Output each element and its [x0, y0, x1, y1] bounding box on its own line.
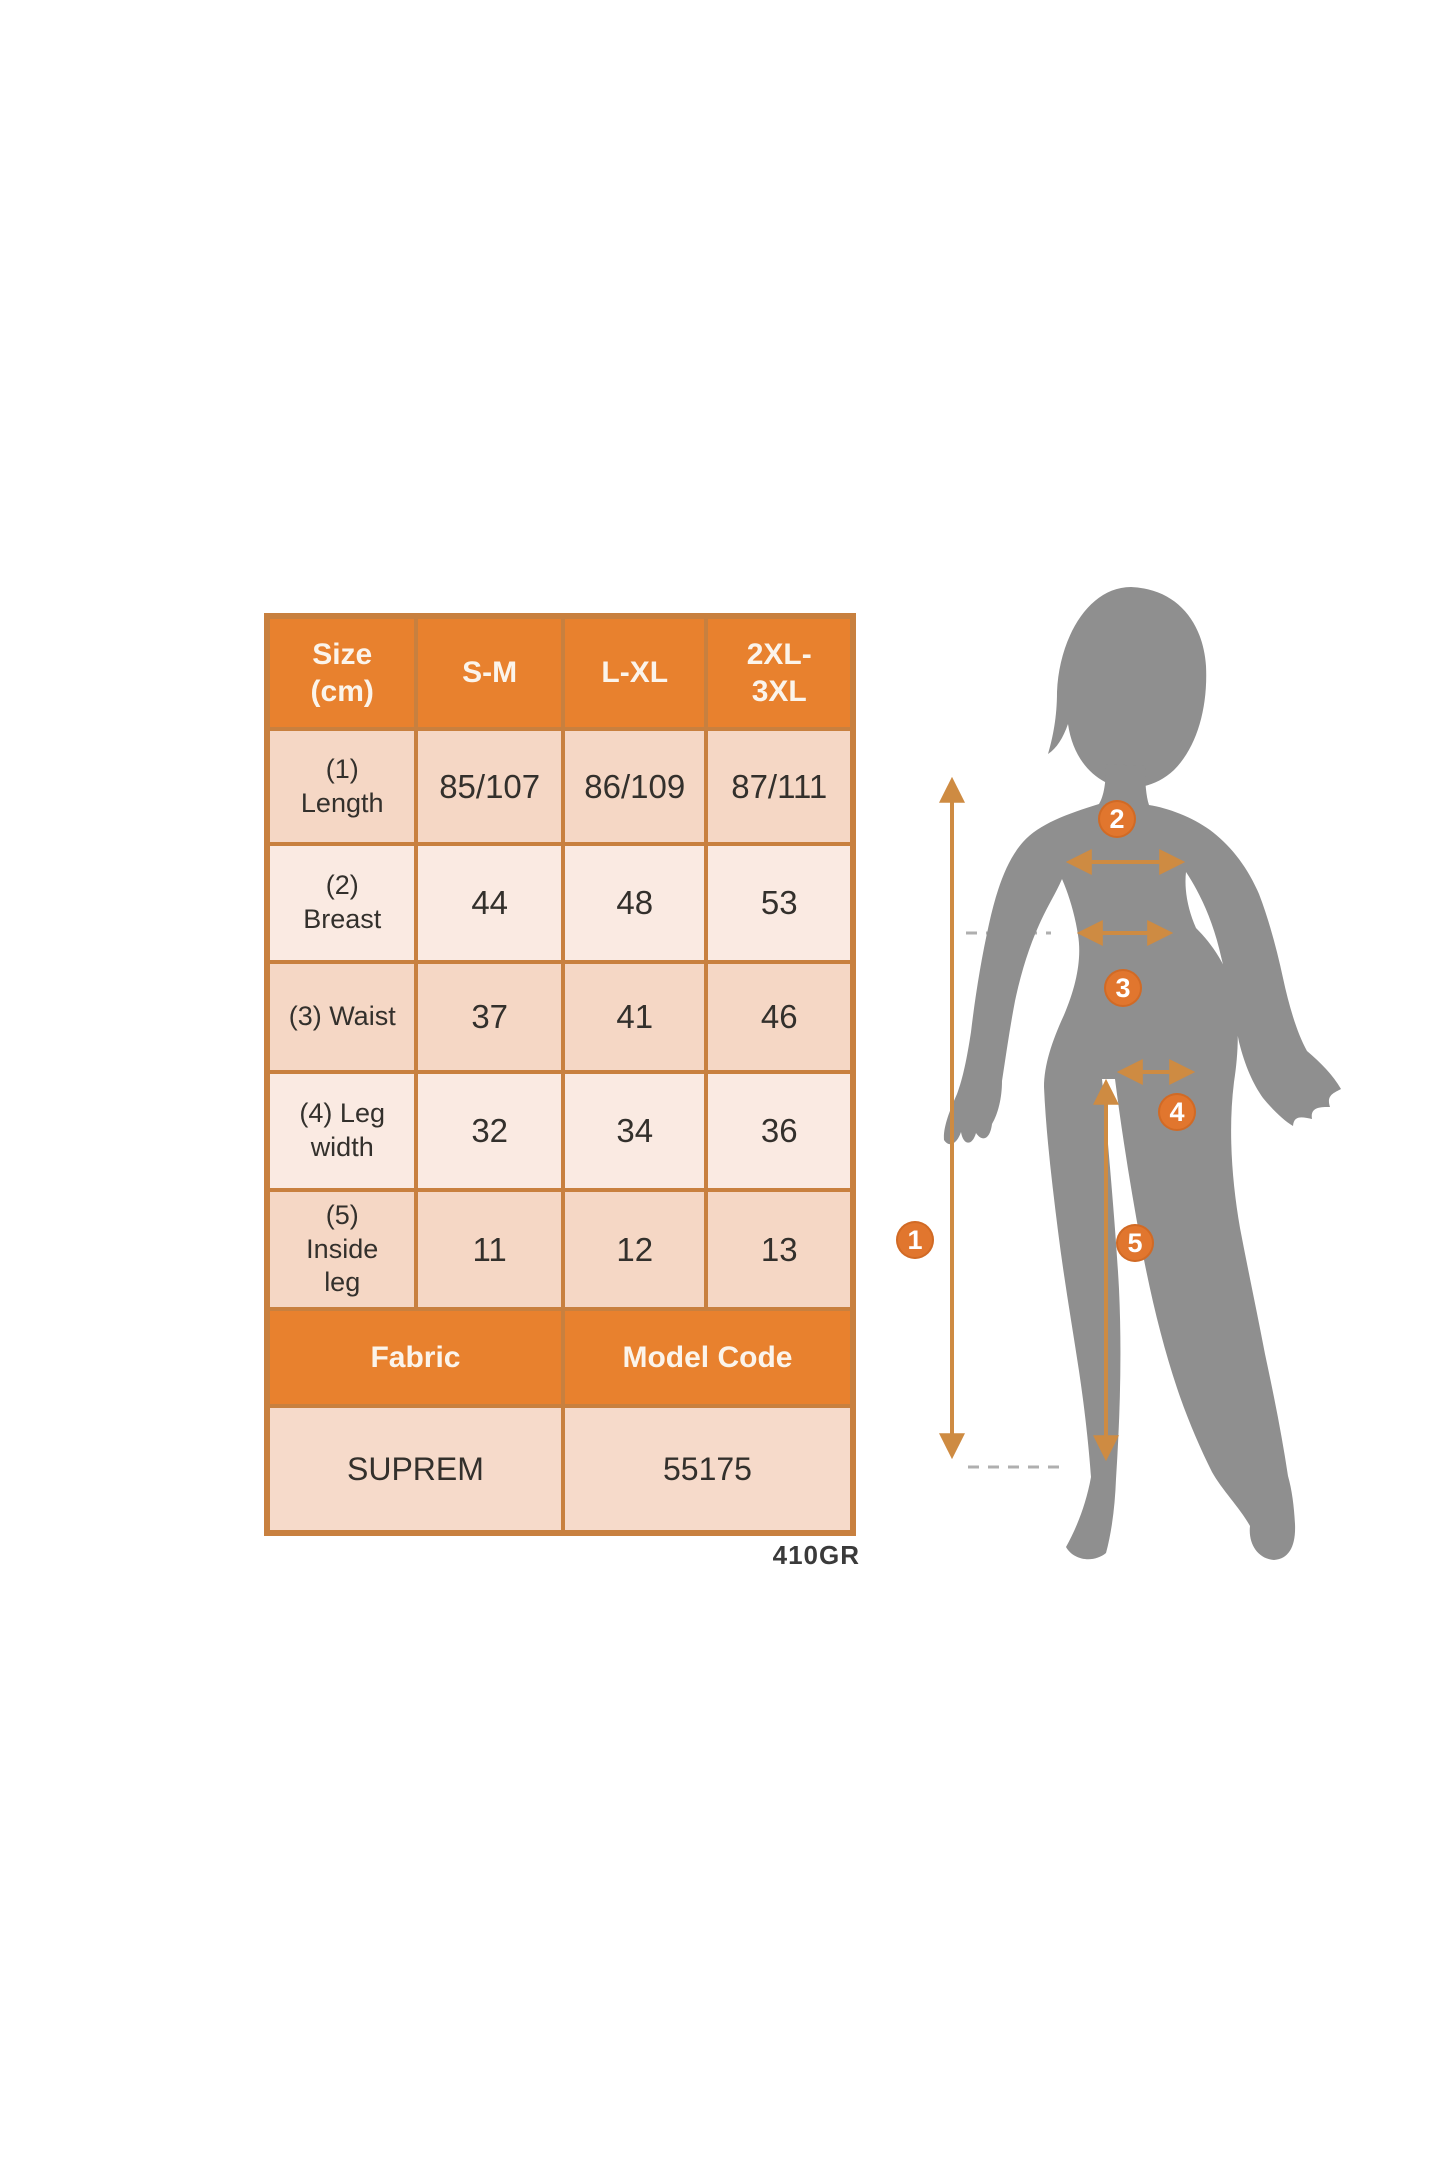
column-header-sm: S-M [414, 614, 565, 731]
badge-3: 3 [1104, 969, 1142, 1007]
body-measurement-figure: 1 2 3 4 5 [896, 560, 1380, 1580]
badge-5: 5 [1116, 1224, 1154, 1262]
table-header-row: Size (cm) S-M L-XL 2XL- 3XL [264, 614, 855, 731]
table-footer-header-row: Fabric Model Code [265, 1307, 856, 1408]
row-label-waist: (3) Waist [264, 960, 419, 1074]
size-unit-header: Size (cm) [264, 614, 419, 731]
table-footer-value-row: SUPREM 55175 [265, 1404, 856, 1535]
cell-waist-2xl3xl: 46 [704, 960, 855, 1074]
size-chart-table: Size (cm) S-M L-XL 2XL- 3XL (1) Length 8… [264, 613, 856, 1536]
cell-inside-leg-sm: 11 [414, 1188, 565, 1311]
cell-leg-width-2xl3xl: 36 [704, 1070, 855, 1192]
row-label-inside-leg: (5) Inside leg [264, 1188, 419, 1311]
silhouette-body [943, 764, 1341, 1560]
fabric-value: SUPREM [265, 1404, 565, 1535]
cell-breast-lxl: 48 [560, 842, 709, 964]
cell-length-sm: 85/107 [414, 727, 565, 846]
cell-inside-leg-2xl3xl: 13 [704, 1188, 855, 1311]
badge-1: 1 [896, 1221, 934, 1259]
table-row-inside-leg: (5) Inside leg 11 12 13 [264, 1188, 855, 1311]
woman-silhouette [943, 587, 1341, 1560]
cell-length-2xl3xl: 87/111 [704, 727, 855, 846]
model-code-header: Model Code [560, 1307, 856, 1408]
cell-breast-sm: 44 [414, 842, 565, 964]
cell-waist-lxl: 41 [560, 960, 709, 1074]
table-row-leg-width: (4) Leg width 32 34 36 [264, 1070, 855, 1192]
table-row-length: (1) Length 85/107 86/109 87/111 [264, 727, 855, 846]
row-label-breast: (2) Breast [264, 842, 419, 964]
weight-note: 410GR [772, 1540, 860, 1570]
badge-2: 2 [1098, 800, 1136, 838]
fabric-header: Fabric [265, 1307, 565, 1408]
cell-leg-width-lxl: 34 [560, 1070, 709, 1192]
figure-svg [939, 587, 1341, 1560]
column-header-lxl: L-XL [560, 614, 709, 731]
measurement-arrows [939, 776, 1196, 1462]
badge-4: 4 [1158, 1093, 1196, 1131]
table-row-breast: (2) Breast 44 48 53 [264, 842, 855, 964]
cell-leg-width-sm: 32 [414, 1070, 565, 1192]
cell-waist-sm: 37 [414, 960, 565, 1074]
table-row-waist: (3) Waist 37 41 46 [264, 960, 855, 1074]
row-label-leg-width: (4) Leg width [264, 1070, 419, 1192]
silhouette-head [1048, 587, 1207, 788]
model-code-value: 55175 [560, 1404, 856, 1535]
cell-breast-2xl3xl: 53 [704, 842, 855, 964]
cell-inside-leg-lxl: 12 [560, 1188, 709, 1311]
row-label-length: (1) Length [264, 727, 419, 846]
column-header-2xl3xl: 2XL- 3XL [704, 614, 855, 731]
cell-length-lxl: 86/109 [560, 727, 709, 846]
